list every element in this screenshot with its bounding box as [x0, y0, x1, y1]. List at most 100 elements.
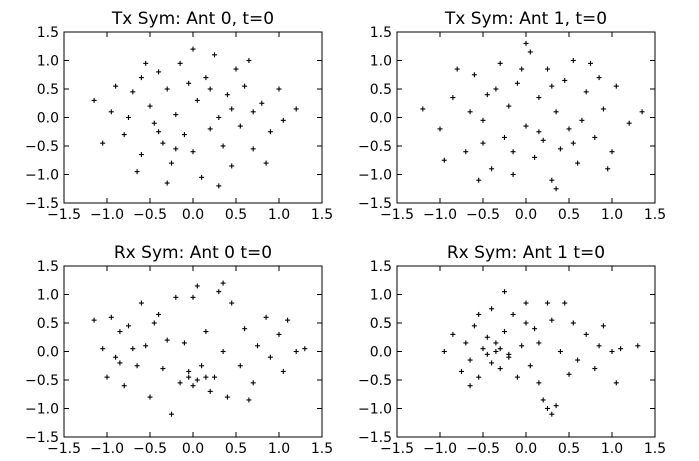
- data-point-tx-ant0: [216, 183, 222, 189]
- data-point-tx-ant1: [463, 149, 469, 155]
- data-point-rx-ant1: [618, 346, 624, 352]
- data-point-tx-ant1: [480, 140, 486, 146]
- x-tick-label-tx-ant1: 0.5: [558, 207, 580, 223]
- plot-area-tx-ant1: [396, 31, 656, 204]
- data-point-rx-ant1: [497, 366, 503, 372]
- data-point-rx-ant1: [600, 323, 606, 329]
- x-tick-label-rx-ant0: 0.0: [182, 441, 204, 457]
- data-point-tx-ant1: [557, 146, 563, 152]
- data-point-rx-ant1: [450, 331, 456, 337]
- data-point-tx-ant0: [100, 140, 106, 146]
- data-point-rx-ant0: [151, 320, 157, 326]
- data-point-rx-ant1: [566, 371, 572, 377]
- x-tick-label-tx-ant0: 1.5: [311, 207, 333, 223]
- x-tick-label-tx-ant1: 1.0: [601, 207, 623, 223]
- data-point-rx-ant0: [302, 346, 308, 352]
- data-point-rx-ant1: [583, 331, 589, 337]
- data-point-tx-ant0: [160, 140, 166, 146]
- data-point-rx-ant0: [186, 368, 192, 374]
- data-point-rx-ant1: [536, 380, 542, 386]
- x-tick-label-tx-ant0: 0.0: [182, 207, 204, 223]
- data-point-tx-ant0: [203, 75, 209, 81]
- data-point-tx-ant1: [600, 106, 606, 112]
- x-tick-label-tx-ant1: −1.0: [423, 207, 457, 223]
- data-point-rx-ant0: [250, 380, 256, 386]
- data-point-tx-ant0: [250, 109, 256, 115]
- data-point-rx-ant0: [121, 383, 127, 389]
- data-point-rx-ant0: [177, 380, 183, 386]
- data-point-rx-ant1: [489, 306, 495, 312]
- data-point-rx-ant0: [186, 374, 192, 380]
- x-tick-label-rx-ant0: 0.5: [225, 441, 247, 457]
- data-point-tx-ant1: [467, 109, 473, 115]
- data-point-tx-ant1: [532, 154, 538, 160]
- data-point-rx-ant0: [134, 363, 140, 369]
- data-point-rx-ant1: [570, 320, 576, 326]
- data-point-rx-ant1: [549, 411, 555, 417]
- chart-rx-ant0: Rx Sym: Ant 0 t=0 −1.5 −1.0 −0.5 0.0 0.5 1.0 1…: [25, 243, 333, 457]
- chart-rx-ant1: Rx Sym: Ant 1 t=0 −1.5 −1.0 −0.5 0.0 0.5 1.0 1…: [358, 243, 666, 457]
- y-tick-label-tx-ant0: 0.5: [37, 82, 59, 98]
- data-point-rx-ant1: [497, 346, 503, 352]
- data-point-tx-ant1: [471, 72, 477, 78]
- y-tick-label-rx-ant0: 1.5: [37, 259, 59, 275]
- data-point-tx-ant0: [130, 89, 136, 95]
- data-point-rx-ant1: [463, 340, 469, 346]
- data-point-rx-ant0: [130, 346, 136, 352]
- x-tick-label-rx-ant1: 1.5: [644, 441, 666, 457]
- data-point-tx-ant1: [613, 83, 619, 89]
- data-point-rx-ant1: [523, 320, 529, 326]
- chart-title-tx-ant1: Tx Sym: Ant 1, t=0: [444, 9, 607, 29]
- data-point-tx-ant1: [450, 95, 456, 101]
- data-point-rx-ant0: [117, 329, 123, 335]
- data-point-tx-ant0: [91, 97, 97, 103]
- data-point-rx-ant1: [493, 349, 499, 354]
- chart-title-rx-ant0: Rx Sym: Ant 0 t=0: [114, 243, 272, 263]
- data-point-tx-ant1: [420, 106, 426, 112]
- data-point-rx-ant1: [635, 343, 641, 349]
- x-tick-label-rx-ant1: 0.5: [558, 441, 580, 457]
- y-tick-label-tx-ant0: 1.5: [37, 25, 59, 41]
- y-tick-label-tx-ant0: 0.0: [37, 111, 59, 127]
- data-point-rx-ant1: [476, 311, 482, 317]
- data-point-tx-ant0: [212, 52, 217, 58]
- data-point-tx-ant1: [583, 89, 589, 95]
- data-point-rx-ant0: [104, 374, 110, 380]
- data-point-tx-ant1: [562, 77, 568, 83]
- data-point-rx-ant0: [212, 374, 217, 380]
- data-point-rx-ant0: [237, 363, 243, 369]
- x-tick-label-rx-ant0: 1.0: [268, 441, 290, 457]
- data-point-tx-ant0: [164, 86, 170, 92]
- data-point-tx-ant1: [545, 66, 550, 72]
- y-tick-label-tx-ant1: −1.5: [358, 196, 392, 212]
- data-point-rx-ant0: [160, 366, 166, 372]
- data-point-tx-ant1: [588, 60, 593, 66]
- data-point-tx-ant0: [169, 160, 174, 166]
- data-point-tx-ant1: [596, 75, 602, 81]
- data-point-tx-ant0: [199, 174, 205, 180]
- y-tick-label-rx-ant0: −1.0: [25, 402, 59, 418]
- y-tick-label-rx-ant1: 0.0: [370, 345, 392, 361]
- data-point-tx-ant1: [570, 58, 576, 63]
- data-point-rx-ant0: [108, 314, 114, 320]
- data-point-tx-ant0: [151, 120, 157, 126]
- data-point-tx-ant0: [138, 75, 144, 81]
- data-point-rx-ant1: [471, 323, 477, 329]
- data-point-tx-ant0: [250, 146, 256, 152]
- data-point-tx-ant0: [207, 126, 213, 132]
- data-point-tx-ant0: [138, 152, 144, 158]
- data-point-rx-ant1: [553, 403, 559, 409]
- data-point-tx-ant0: [164, 180, 170, 186]
- data-point-rx-ant1: [459, 368, 464, 374]
- data-point-tx-ant1: [536, 129, 542, 135]
- data-point-rx-ant1: [575, 357, 581, 363]
- data-point-rx-ant0: [207, 388, 213, 394]
- data-point-rx-ant1: [545, 406, 550, 411]
- data-point-tx-ant0: [190, 149, 196, 155]
- data-point-rx-ant0: [203, 329, 209, 335]
- data-point-rx-ant0: [91, 317, 97, 323]
- plot-area-tx-ant0: [63, 31, 323, 204]
- y-tick-label-tx-ant0: −1.5: [25, 196, 59, 212]
- chart-tx-ant0: Tx Sym: Ant 0, t=0 −1.5 −1.0 −0.5 0.0 0.5 1.0…: [25, 9, 333, 223]
